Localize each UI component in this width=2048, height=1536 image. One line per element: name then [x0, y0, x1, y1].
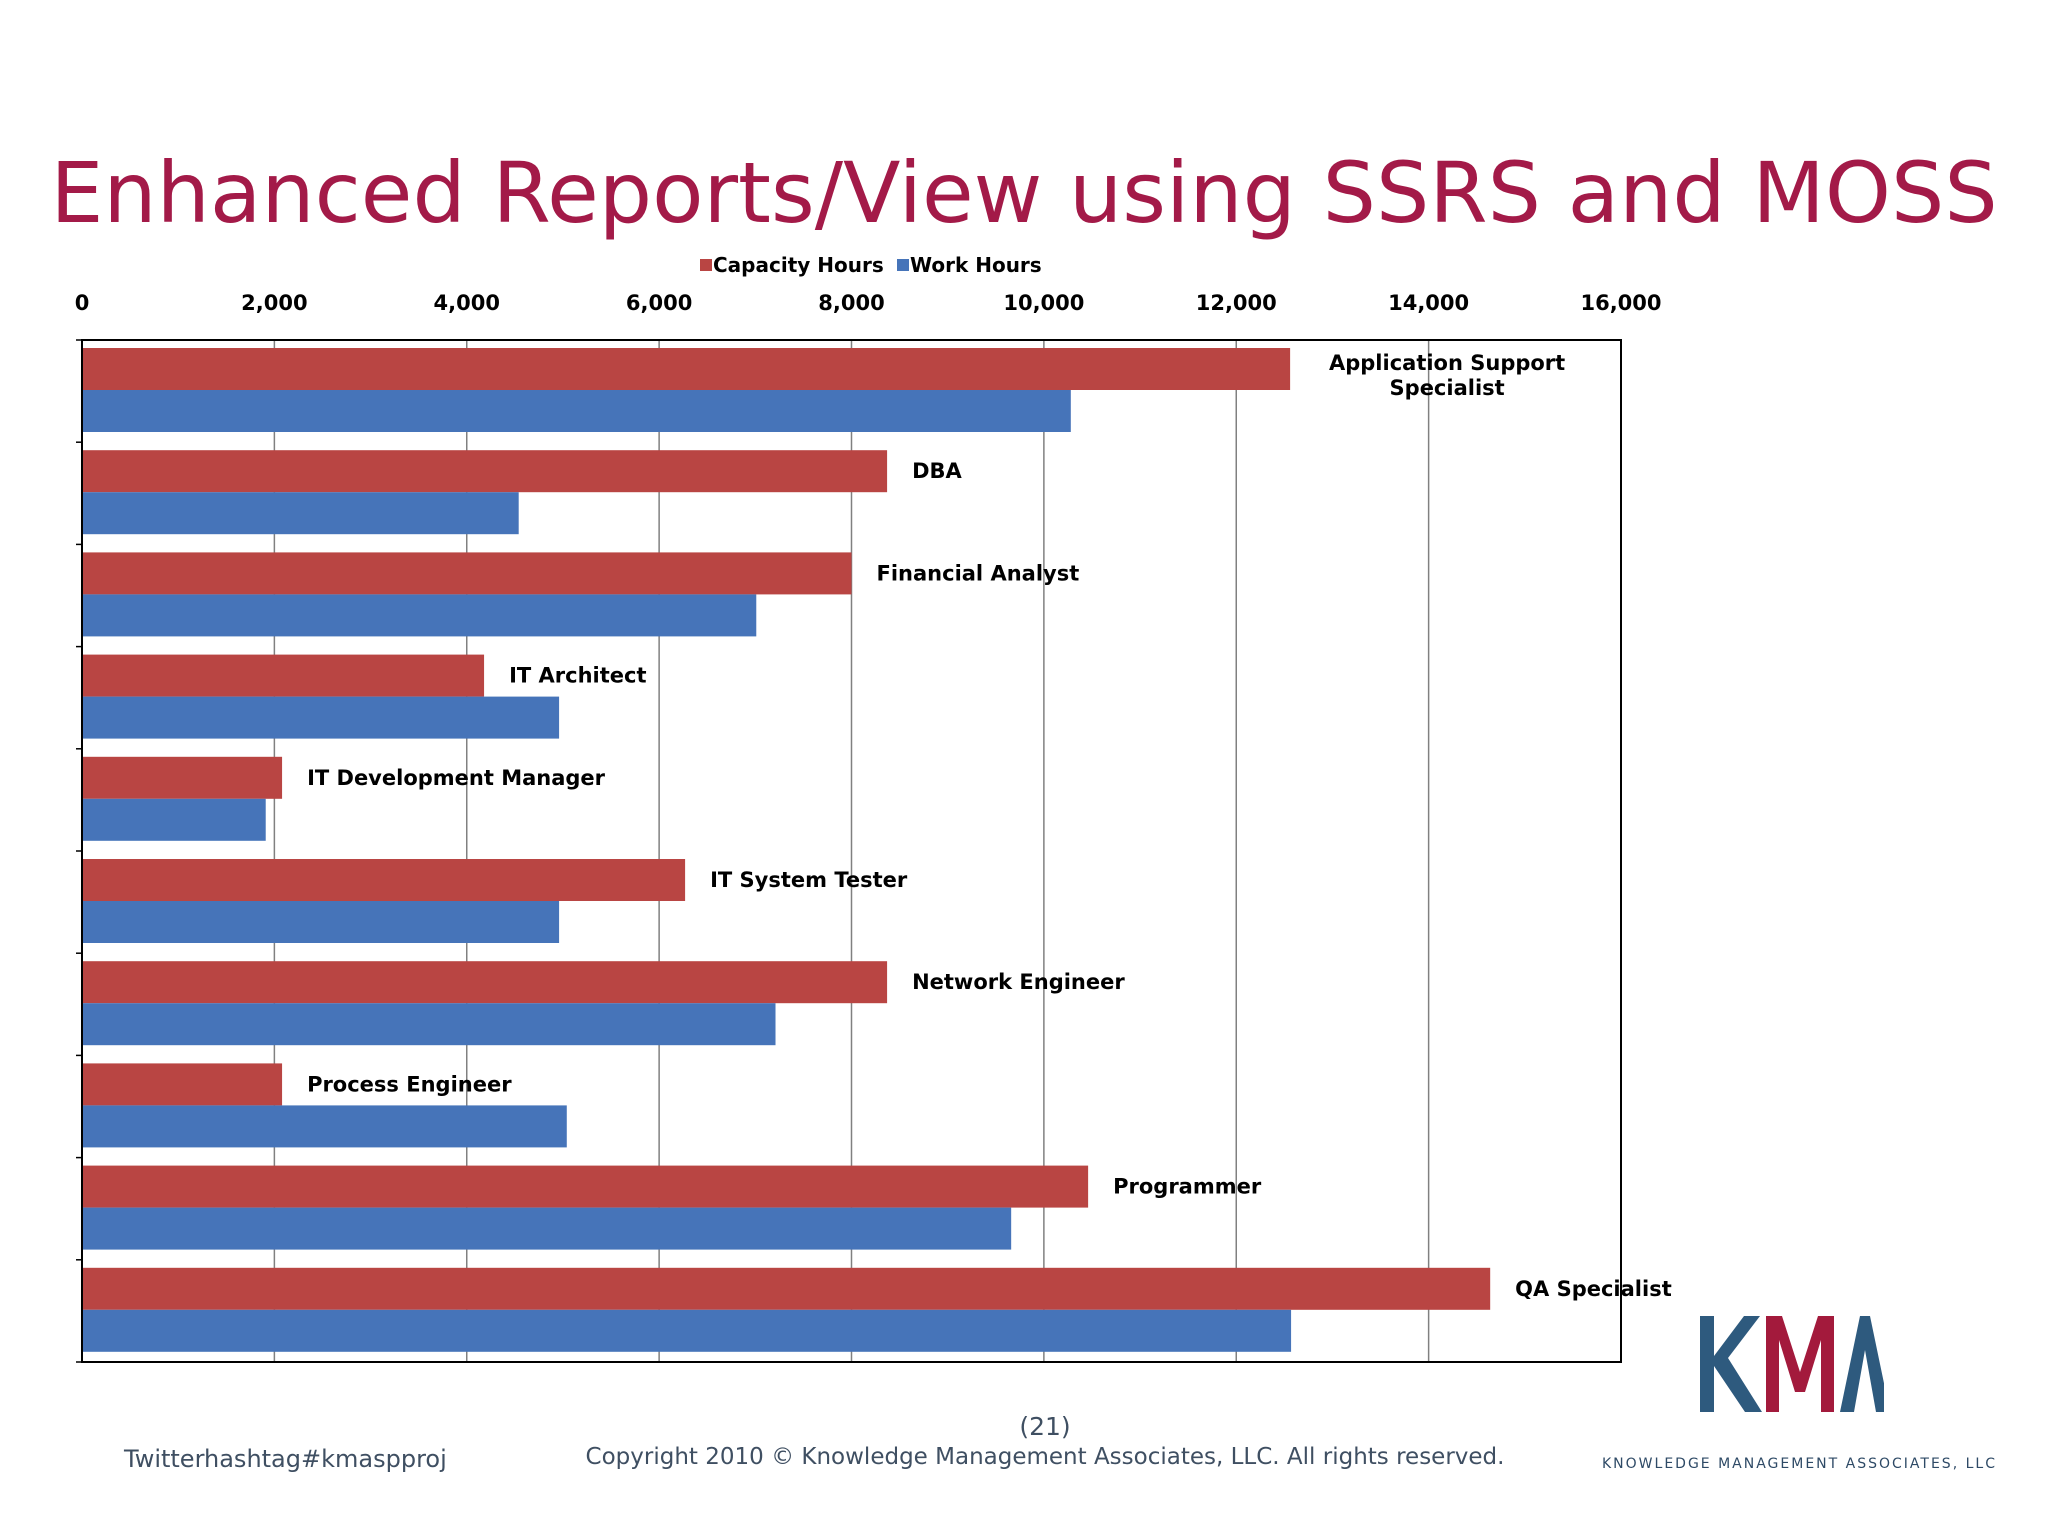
bars	[82, 348, 1491, 1352]
category-label: IT System Tester	[710, 868, 908, 892]
capacity-hours-bar	[82, 450, 888, 493]
company-logo: KNOWLEDGE MANAGEMENT ASSOCIATES, LLC	[1602, 1310, 1997, 1472]
work-hours-bar	[82, 492, 519, 535]
work-hours-bar	[82, 1105, 567, 1148]
capacity-hours-bar	[82, 1063, 283, 1106]
logo-caption: KNOWLEDGE MANAGEMENT ASSOCIATES, LLC	[1602, 1456, 1997, 1472]
kma-logo-mark	[1700, 1316, 1884, 1412]
category-label: QA Specialist	[1515, 1277, 1672, 1301]
capacity-hours-bar	[82, 1267, 1491, 1310]
x-tick-label: 2,000	[241, 291, 307, 315]
slide-title: Enhanced Reports/View using SSRS and MOS…	[50, 144, 1998, 242]
legend-label: Capacity Hours	[713, 253, 884, 277]
capacity-hours-bar	[82, 348, 1291, 390]
x-tick-label: 10,000	[1003, 291, 1084, 315]
footer-hashtag: Twitterhashtag#kmaspproj	[124, 1445, 447, 1473]
category-label: DBA	[912, 459, 962, 483]
chart-legend: Capacity Hours Work Hours	[700, 253, 1042, 277]
x-tick-label: 8,000	[818, 291, 884, 315]
plot-frame	[81, 339, 1622, 1363]
category-label: Network Engineer	[912, 970, 1125, 994]
capacity-hours-bar	[82, 859, 686, 901]
logo-letter-k	[1700, 1316, 1762, 1412]
work-hours-bar	[82, 1309, 1292, 1352]
capacity-hours-bar	[82, 1165, 1089, 1208]
category-label: Process Engineer	[307, 1072, 512, 1096]
work-hours-bar	[82, 390, 1071, 432]
work-hours-bar	[82, 594, 757, 637]
work-hours-bar	[82, 1003, 776, 1046]
x-tick-label: 0	[75, 291, 90, 315]
legend-swatch	[897, 259, 909, 271]
capacity-hours-bar	[82, 552, 852, 595]
x-tick-label: 6,000	[626, 291, 692, 315]
category-label: IT Development Manager	[307, 766, 606, 790]
copyright-notice: Copyright 2010 © Knowledge Management As…	[585, 1444, 1505, 1470]
x-tick-label: 16,000	[1580, 291, 1661, 315]
logo-letter-a	[1840, 1316, 1884, 1412]
capacity-hours-bar	[82, 961, 888, 1004]
legend-label: Work Hours	[910, 253, 1042, 277]
x-tick-label: 12,000	[1196, 291, 1277, 315]
category-label: Programmer	[1113, 1175, 1262, 1199]
work-hours-bar	[82, 798, 266, 841]
category-label: Financial Analyst	[877, 561, 1080, 585]
work-hours-bar	[82, 1207, 1012, 1250]
work-hours-bar	[82, 901, 560, 943]
legend-swatch	[700, 259, 712, 271]
capacity-hours-bar	[82, 756, 283, 799]
page-number: (21)	[1019, 1412, 1071, 1441]
category-label: Specialist	[1390, 376, 1505, 400]
category-label: IT Architect	[509, 664, 646, 688]
x-tick-label: 4,000	[434, 291, 500, 315]
logo-letter-m	[1766, 1316, 1834, 1412]
category-label: Application Support	[1329, 351, 1565, 375]
x-axis-ticks: 0 2,000 4,000 6,000 8,000 10,000 12,000 14,000 1…	[75, 291, 1662, 315]
capacity-hours-bar	[82, 654, 485, 697]
work-hours-bar	[82, 696, 560, 739]
x-tick-label: 14,000	[1388, 291, 1469, 315]
